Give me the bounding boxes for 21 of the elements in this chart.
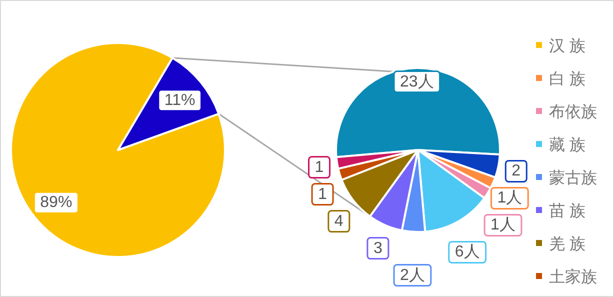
legend-label: 羌 族 <box>549 235 586 253</box>
data-label: 1人 <box>490 216 516 234</box>
data-label: 1 <box>314 158 324 176</box>
data-label: 89% <box>40 194 72 212</box>
data-label: 2 <box>512 162 521 180</box>
data-label: 1人 <box>497 190 522 207</box>
legend-label: 布依族 <box>549 103 597 121</box>
legend-label: 苗 族 <box>549 202 586 220</box>
legend-label: 藏 族 <box>549 136 586 154</box>
data-label: 11% <box>164 92 196 109</box>
data-label: 6人 <box>454 244 480 261</box>
data-label: 3 <box>373 240 382 257</box>
pie-slice <box>10 42 226 258</box>
legend-label: 汉 族 <box>549 37 586 55</box>
legend-label: 白 族 <box>549 70 586 88</box>
data-label: 2人 <box>400 266 425 284</box>
data-label: 23人 <box>400 73 434 90</box>
data-label: 4 <box>334 212 344 230</box>
legend-label: 土家族 <box>549 268 597 286</box>
legend-label: 蒙古族 <box>549 169 597 187</box>
data-label: 1 <box>318 186 328 203</box>
